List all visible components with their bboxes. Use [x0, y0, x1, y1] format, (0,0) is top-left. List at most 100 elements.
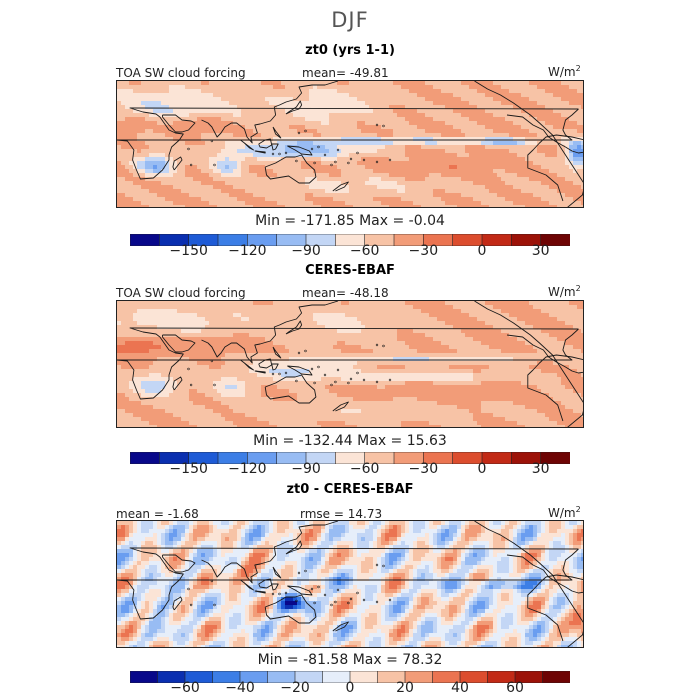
field-cell: [385, 129, 390, 134]
field-cell: [265, 169, 270, 174]
field-cell: [169, 121, 174, 126]
field-cell: [321, 181, 326, 186]
field-cell: [357, 109, 362, 114]
field-cell: [233, 113, 238, 118]
field-cell: [337, 329, 342, 334]
field-cell: [277, 181, 282, 186]
field-cell: [421, 173, 426, 178]
field-cell: [149, 197, 154, 202]
field-cell: [305, 177, 310, 182]
field-cell: [521, 201, 526, 206]
field-cell: [289, 169, 294, 174]
field-cell: [557, 189, 562, 194]
field-cell: [545, 145, 550, 150]
field-cell: [373, 309, 378, 314]
field-cell: [497, 189, 502, 194]
field-cell: [169, 173, 174, 178]
field-cell: [205, 101, 210, 106]
field-cell: [425, 149, 430, 154]
field-cell: [245, 205, 250, 207]
field-cell: [413, 185, 418, 190]
field-cell: [233, 157, 238, 162]
field-cell: [141, 157, 146, 162]
field-cell: [145, 145, 150, 150]
field-cell: [529, 153, 534, 158]
field-cell: [353, 165, 358, 170]
field-cell: [557, 337, 562, 342]
field-cell: [505, 161, 510, 166]
field-cell: [473, 189, 478, 194]
field-cell: [133, 325, 138, 330]
field-cell: [549, 85, 554, 90]
field-cell: [349, 165, 354, 170]
coastline: [285, 100, 303, 115]
field-cell: [461, 129, 466, 134]
field-cell: [549, 157, 554, 162]
field-cell: [221, 129, 226, 134]
field-cell: [217, 165, 222, 170]
field-cell: [301, 193, 306, 198]
field-cell: [449, 185, 454, 190]
field-cell: [381, 185, 386, 190]
field-cell: [433, 117, 438, 122]
field-cell: [501, 181, 506, 186]
field-cell: [461, 109, 466, 114]
field-cell: [401, 105, 406, 110]
field-cell: [581, 105, 583, 110]
field-cell: [153, 149, 158, 154]
field-cell: [149, 89, 154, 94]
field-cell: [293, 309, 298, 314]
field-cell: [465, 313, 470, 318]
field-cell: [221, 305, 226, 310]
field-cell: [341, 325, 346, 330]
field-cell: [153, 181, 158, 186]
field-cell: [349, 337, 354, 342]
field-cell: [517, 125, 522, 130]
field-cell: [189, 305, 194, 310]
field-cell: [217, 129, 222, 134]
field-cell: [417, 141, 422, 146]
field-cell: [241, 181, 246, 186]
field-cell: [473, 145, 478, 150]
field-cell: [509, 173, 514, 178]
field-cell: [501, 205, 506, 207]
field-cell: [357, 169, 362, 174]
field-cell: [177, 101, 182, 106]
field-cell: [141, 329, 146, 334]
field-cell: [385, 117, 390, 122]
island: [336, 148, 340, 152]
field-cell: [569, 325, 574, 330]
field-cell: [489, 177, 494, 182]
field-cell: [565, 113, 570, 118]
field-cell: [573, 133, 578, 138]
field-cell: [485, 325, 490, 330]
field-cell: [181, 133, 186, 138]
field-cell: [117, 109, 122, 114]
field-cell: [309, 85, 314, 90]
field-cell: [217, 201, 222, 206]
field-cell: [153, 105, 158, 110]
field-cell: [425, 121, 430, 126]
field-cell: [253, 333, 258, 338]
field-cell: [317, 133, 322, 138]
field-cell: [169, 325, 174, 330]
field-cell: [189, 133, 194, 138]
field-cell: [129, 125, 134, 130]
field-cell: [389, 153, 394, 158]
field-cell: [329, 149, 334, 154]
field-cell: [217, 145, 222, 150]
field-cell: [541, 309, 546, 314]
field-cell: [409, 105, 414, 110]
field-cell: [469, 197, 474, 202]
field-cell: [493, 185, 498, 190]
field-cell: [341, 301, 346, 306]
field-cell: [117, 93, 122, 98]
field-cell: [505, 145, 510, 150]
field-cell: [289, 97, 294, 102]
field-cell: [577, 201, 582, 206]
field-cell: [305, 205, 310, 207]
field-cell: [409, 173, 414, 178]
field-cell: [301, 165, 306, 170]
field-cell: [241, 201, 246, 206]
field-cell: [129, 93, 134, 98]
